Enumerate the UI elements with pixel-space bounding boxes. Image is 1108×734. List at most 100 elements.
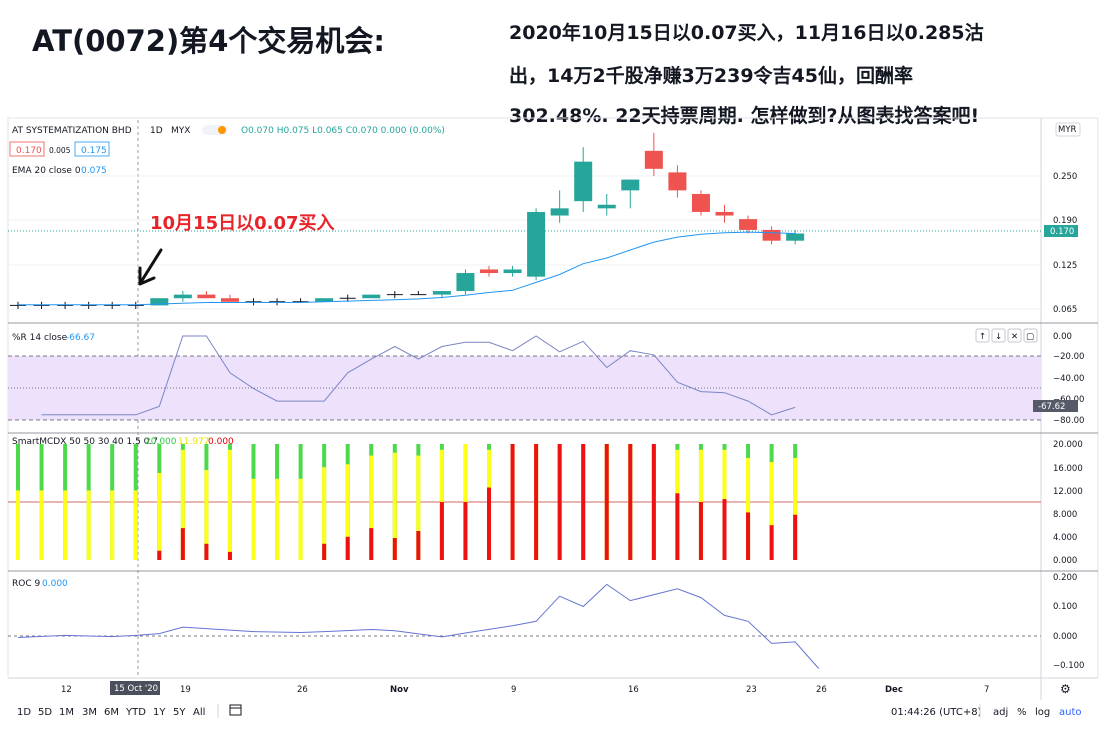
range-button-3m[interactable]: 3M — [82, 707, 97, 718]
range-button-1m[interactable]: 1M — [59, 707, 74, 718]
page-title: AT(0072)第4个交易机会: — [32, 24, 385, 58]
smartmcdx-bar-yellow — [392, 452, 397, 560]
bottom-toolbar[interactable]: 1D 5D 1M 3M 6M YTD 1Y 5Y All 01:44:26 (U… — [17, 704, 1082, 718]
candle-body — [480, 269, 498, 274]
candle — [550, 190, 569, 223]
smartmcdx-bar-yellow — [416, 455, 421, 560]
trade-description-line: 出，14万2千股净赚3万239令吉45仙，回酬率 — [509, 65, 913, 87]
time-tick: Nov — [390, 685, 409, 695]
svg-text:12.000: 12.000 — [1053, 487, 1083, 497]
range-button-1y[interactable]: 1Y — [153, 707, 166, 718]
smartmcdx-bar-yellow — [345, 464, 350, 560]
roc-label: ROC 9 — [12, 579, 40, 589]
candle — [503, 265, 522, 277]
smartmcdx-bar-yellow — [251, 478, 256, 560]
bid-price: 0.170 — [16, 146, 42, 156]
log-toggle[interactable]: log — [1035, 707, 1050, 718]
candle — [410, 291, 427, 296]
candle-body — [786, 233, 805, 241]
ema-value: 0.075 — [81, 166, 107, 176]
candle — [386, 291, 403, 299]
smart-label: SmartMCDX 50 50 30 40 1.5 0.7 — [12, 437, 158, 447]
trade-description-line: 2020年10月15日以0.07买入，11月16日以0.285沽 — [509, 22, 984, 44]
time-tick: 15 Oct '20 — [114, 684, 158, 694]
smartmcdx-bar-yellow — [180, 449, 185, 560]
adj-toggle[interactable]: adj — [993, 707, 1008, 718]
chart-header: AT SYSTEMATIZATION BHD 1D MYX O0.070 H0.… — [9, 125, 445, 176]
smartmcdx-bar-yellow — [133, 490, 138, 560]
close-pane-button[interactable] — [1007, 328, 1022, 343]
candle — [269, 298, 286, 306]
smartmcdx-bar-red — [439, 502, 444, 560]
candle-body — [503, 269, 522, 274]
smartmcdx-bar-red — [204, 543, 209, 560]
candle-body — [362, 294, 381, 299]
candle — [315, 298, 334, 302]
range-button-6m[interactable]: 6M — [104, 707, 119, 718]
price-tick: 0.125 — [1053, 261, 1077, 271]
candle — [480, 265, 498, 277]
move-pane-up-button[interactable] — [975, 328, 990, 343]
bid-box[interactable] — [9, 141, 45, 157]
arrow-up-icon: ↑ — [979, 332, 986, 342]
time-tick: 16 — [628, 685, 639, 695]
svg-text:0.000: 0.000 — [1053, 556, 1077, 566]
range-button-all[interactable]: All — [193, 707, 205, 718]
smartmcdx-bar-red — [698, 502, 703, 560]
candle — [57, 301, 74, 309]
smartmcdx-bar-red — [345, 536, 350, 560]
smartmcdx-bar-yellow — [204, 470, 209, 560]
maximize-pane-button[interactable] — [1023, 328, 1038, 343]
candle-body — [715, 211, 734, 216]
smartmcdx-bar-red — [534, 444, 539, 560]
price-tick: 0.250 — [1053, 172, 1077, 182]
smartmcdx-bar-red — [463, 502, 468, 560]
range-button-5d[interactable]: 5D — [38, 707, 52, 718]
time-tick: 26 — [297, 685, 308, 695]
chart-frame — [7, 117, 1099, 700]
time-tick: 9 — [511, 685, 516, 695]
percent-toggle[interactable]: % — [1017, 707, 1027, 718]
smartmcdx-bar-yellow — [86, 490, 91, 560]
candle — [691, 190, 710, 216]
pane-controls[interactable]: ↑ ↓ ✕ ▢ — [975, 328, 1038, 343]
ema-label: EMA 20 close 0 — [12, 166, 81, 176]
candle — [362, 294, 381, 299]
range-button-5y[interactable]: 5Y — [173, 707, 186, 718]
range-button-1d[interactable]: 1D — [17, 707, 31, 718]
candle-body — [597, 204, 616, 209]
range-button-ytd[interactable]: YTD — [125, 707, 146, 718]
smartmcdx-bar-red — [227, 551, 232, 560]
candle — [574, 147, 593, 212]
candle-body — [173, 294, 192, 299]
ohlc-values: O0.070 H0.075 L0.065 C0.070 0.000 (0.00%… — [241, 126, 445, 136]
move-pane-down-button[interactable] — [991, 328, 1006, 343]
last-price-label: 0.170 — [1050, 227, 1074, 237]
goto-date-icon[interactable] — [229, 704, 242, 716]
price-axis[interactable]: MYR 0.250 0.190 0.125 0.065 0.170 — [1044, 122, 1081, 315]
smartmcdx-bar-yellow — [769, 461, 774, 560]
ask-box[interactable] — [74, 141, 110, 157]
svg-text:8.000: 8.000 — [1053, 510, 1077, 520]
williams-r-line — [41, 335, 796, 416]
svg-text:0.00: 0.00 — [1053, 332, 1072, 342]
settings-gear-icon[interactable]: ⚙ — [1060, 682, 1071, 696]
time-axis[interactable]: 12 15 Oct '20 19 26 Nov 9 16 23 26 Dec 7… — [61, 681, 1071, 696]
smartmcdx-bar-yellow — [110, 490, 115, 560]
svg-text:0.100: 0.100 — [1053, 602, 1077, 612]
svg-text:−80.00: −80.00 — [1053, 416, 1084, 426]
price-tick: 0.065 — [1053, 305, 1077, 315]
wr-label: %R 14 close — [12, 333, 68, 343]
candle-body — [550, 208, 569, 216]
smartmcdx-bars — [16, 444, 798, 560]
smartmcdx-bar-yellow — [793, 457, 798, 560]
candle — [33, 301, 50, 309]
time-tick: 12 — [61, 685, 72, 695]
candle — [668, 165, 687, 198]
wr-value: -66.67 — [66, 333, 95, 343]
smartmcdx-bar-red — [675, 493, 680, 560]
candle — [786, 229, 805, 245]
auto-toggle[interactable]: auto — [1059, 707, 1082, 718]
smart-value-green: 20.000 — [145, 437, 177, 447]
